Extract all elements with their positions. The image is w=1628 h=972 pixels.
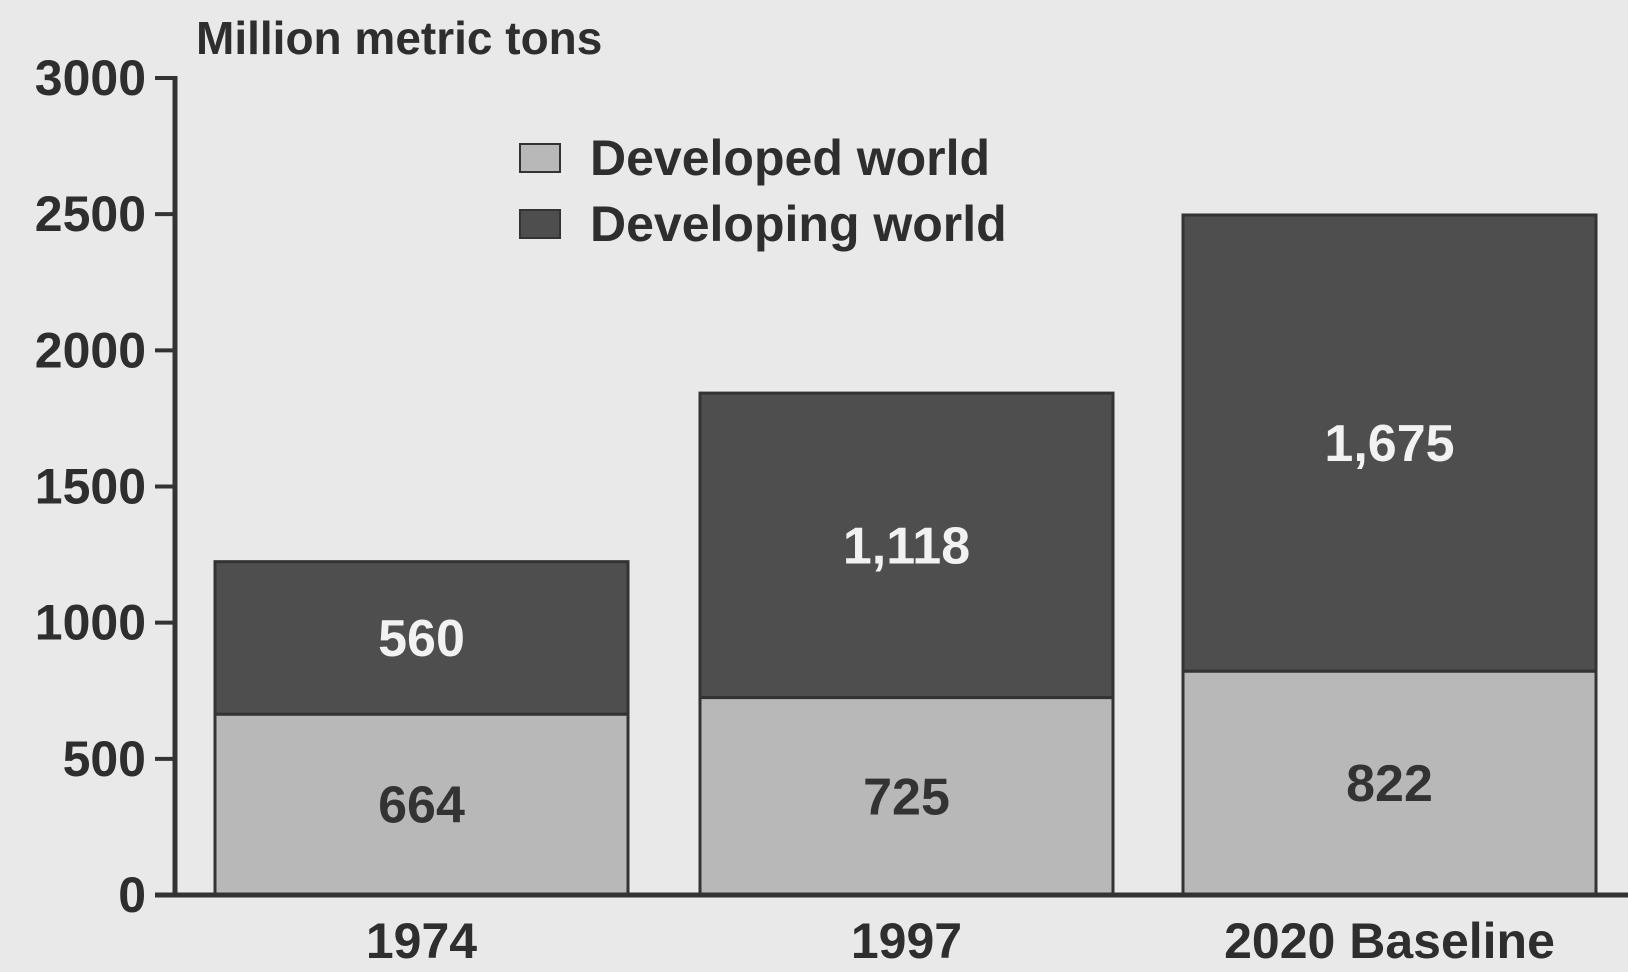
- value-label-developing-1: 1,118: [843, 517, 970, 575]
- axes-group: 1974 1997 2020 Baseline 0 500 1000 1500 2000 250…: [35, 50, 1628, 969]
- y-axis-title: Million metric tons: [196, 12, 602, 64]
- y-tick-label-0: 0: [118, 867, 146, 923]
- y-tick-label-5: 2500: [35, 186, 146, 242]
- y-tick-label-4: 2000: [35, 322, 146, 378]
- y-tick-label-2: 1000: [35, 595, 146, 651]
- x-tick-label-1: 1997: [851, 913, 962, 967]
- value-label-developed-2: 822: [1346, 755, 1433, 813]
- y-tick-label-6: 3000: [35, 50, 146, 106]
- legend-swatch-developing: [519, 209, 561, 239]
- y-tick-label-3: 1500: [35, 459, 146, 515]
- bars-group: [213, 213, 1598, 897]
- legend-swatch-developed: [519, 143, 561, 173]
- bar-developed-0: [213, 712, 630, 897]
- legend: Developed world Developing world: [519, 130, 1007, 252]
- value-label-developing-0: 560: [378, 610, 465, 668]
- x-tick-label-0: 1974: [366, 913, 477, 967]
- y-tick-label-1: 500: [63, 731, 146, 787]
- value-labels-group: 664 560 725 1,118 822 1,675: [378, 415, 1454, 835]
- bar-developing-2: [1181, 213, 1598, 673]
- legend-label-developed: Developed world: [590, 130, 990, 186]
- bar-developing-1: [698, 391, 1115, 700]
- value-label-developing-2: 1,675: [1324, 415, 1454, 473]
- value-label-developed-1: 725: [863, 768, 950, 826]
- value-label-developed-0: 664: [378, 777, 465, 835]
- bar-developed-2: [1181, 669, 1598, 897]
- legend-label-developing: Developing world: [590, 196, 1007, 252]
- bar-developing-0: [213, 560, 630, 716]
- x-tick-label-2: 2020 Baseline: [1224, 913, 1555, 967]
